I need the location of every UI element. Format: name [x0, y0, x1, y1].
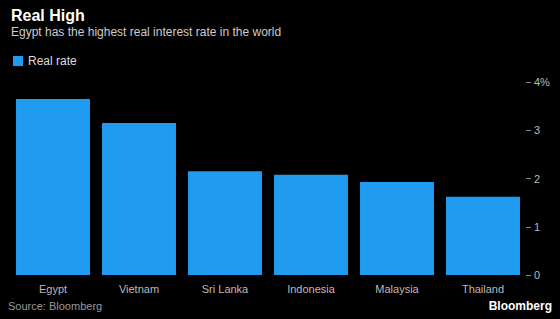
- svg-text:Source: Bloomberg: Source: Bloomberg: [8, 300, 102, 312]
- svg-text:Bloomberg: Bloomberg: [489, 299, 552, 313]
- svg-text:Thailand: Thailand: [462, 283, 504, 295]
- svg-text:2: 2: [534, 173, 540, 185]
- svg-text:Egypt has the highest real int: Egypt has the highest real interest rate…: [11, 25, 281, 39]
- svg-text:Indonesia: Indonesia: [287, 283, 336, 295]
- svg-text:3: 3: [534, 124, 540, 136]
- svg-text:Vietnam: Vietnam: [119, 283, 159, 295]
- svg-text:Real rate: Real rate: [28, 54, 77, 68]
- svg-text:4%: 4%: [534, 76, 550, 88]
- svg-text:Real High: Real High: [11, 7, 85, 24]
- svg-text:1: 1: [534, 221, 540, 233]
- svg-text:Egypt: Egypt: [39, 283, 67, 295]
- svg-text:0: 0: [534, 269, 540, 281]
- svg-text:Malaysia: Malaysia: [375, 283, 419, 295]
- svg-text:Sri Lanka: Sri Lanka: [202, 283, 249, 295]
